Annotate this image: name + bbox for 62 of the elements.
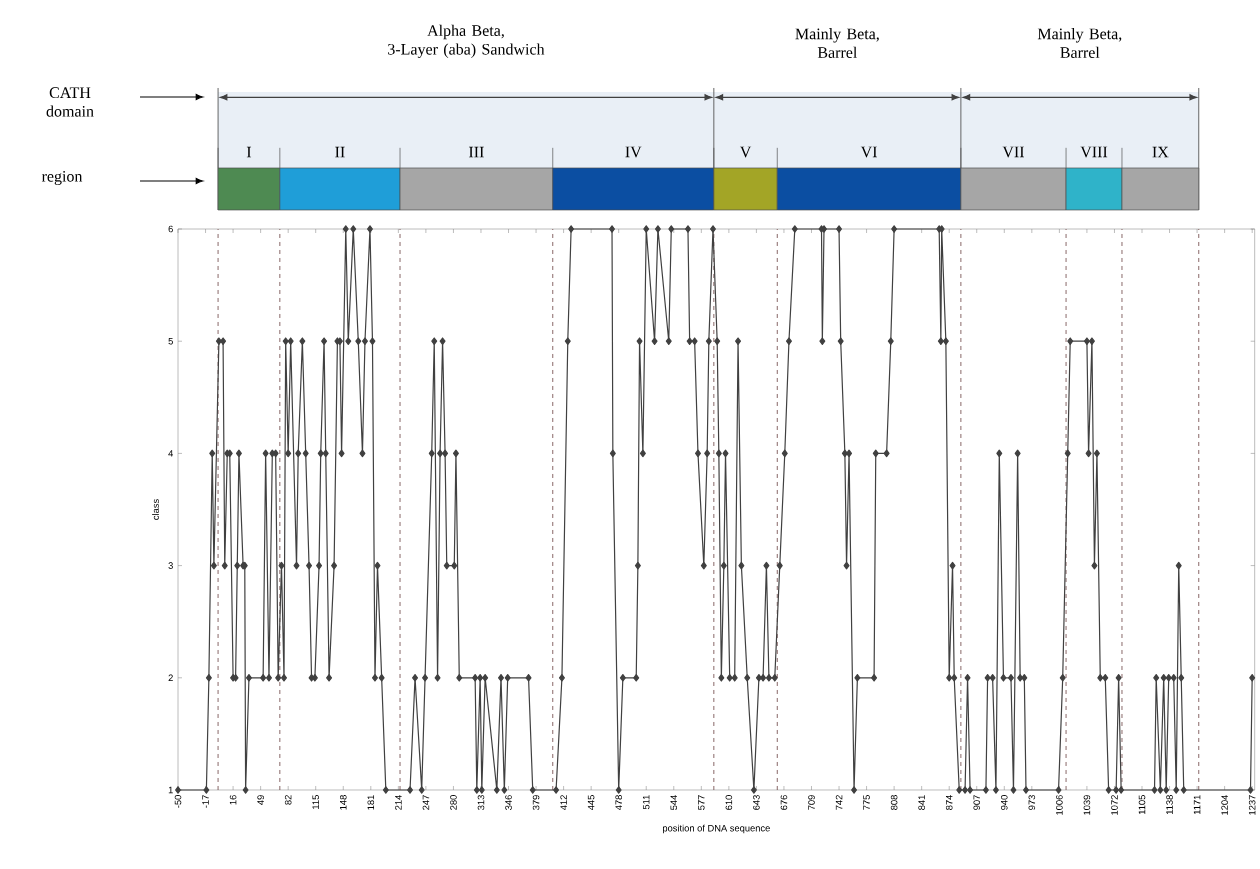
x-tick-label: 973 [1028,795,1036,810]
x-axis-title: position of DNA sequence [662,824,770,834]
category-label: VIII [1080,146,1108,158]
category-label: V [739,146,752,158]
x-tick-label: 1072 [1111,795,1118,815]
x-tick-label: 1138 [1166,795,1173,815]
y-tick-label: 3 [168,562,173,569]
x-tick-label: 808 [890,795,898,810]
x-tick-label: 643 [753,795,760,810]
y-tick-label: 1 [168,786,173,794]
y-tick-label: 6 [168,225,173,233]
y-tick-label: 5 [168,337,173,345]
x-tick-label: 775 [863,795,870,810]
x-tick-label: 16 [229,795,237,805]
category-label: VI [860,146,877,158]
category-label: I [246,146,252,158]
x-tick-label: 280 [450,795,457,810]
x-tick-label: 148 [339,795,347,810]
x-tick-label: -50 [174,795,182,808]
x-tick-label: 841 [918,795,925,810]
category-label: Mainly Beta, Barrel [795,28,879,58]
x-tick-label: 412 [560,795,567,811]
x-tick-label: 1171 [1193,795,1201,815]
y-tick-label: 2 [168,674,173,682]
x-tick-label: 1105 [1138,795,1146,815]
category-label: VII [1002,146,1025,158]
x-tick-label: 1204 [1221,794,1228,815]
x-tick-label: 346 [505,795,512,810]
x-tick-label: 1006 [1056,795,1063,815]
category-label: IV [625,146,642,158]
text: CATH domain [46,87,94,117]
x-tick-label: 181 [367,795,375,810]
x-tick-label: 1039 [1083,795,1091,815]
x-tick-label: 379 [532,795,540,810]
category-label: III [468,146,484,158]
x-tick-label: -17 [202,795,209,808]
x-tick-label: 115 [312,795,319,809]
category-label: II [335,146,345,158]
x-tick-label: 313 [477,795,485,810]
x-tick-label: 676 [780,795,788,810]
x-tick-label: 577 [698,795,705,810]
x-tick-label: 511 [642,795,650,810]
x-tick-label: 478 [615,795,622,811]
x-tick-label: 1237 [1248,795,1256,815]
y-tick-label: 4 [168,450,174,457]
x-tick-label: 610 [725,795,733,810]
x-tick-label: 874 [945,794,953,810]
category-label: IX [1152,146,1169,158]
x-tick-label: 544 [670,794,678,810]
x-tick-label: 445 [587,795,595,811]
category-label: Mainly Beta, Barrel [1037,28,1122,58]
x-tick-label: 49 [257,795,264,805]
x-tick-label: 709 [808,795,815,810]
x-tick-label: 247 [422,795,430,810]
x-tick-label: 940 [1001,795,1008,810]
text: region [41,170,83,186]
category-label: Alpha Beta, 3-Layer (aba) Sandwich [388,24,545,58]
x-tick-label: 742 [835,795,843,810]
y-axis-title: class [152,499,159,520]
x-tick-label: 214 [395,794,402,810]
x-tick-label: 907 [973,795,981,810]
x-tick-label: 82 [284,795,292,805]
